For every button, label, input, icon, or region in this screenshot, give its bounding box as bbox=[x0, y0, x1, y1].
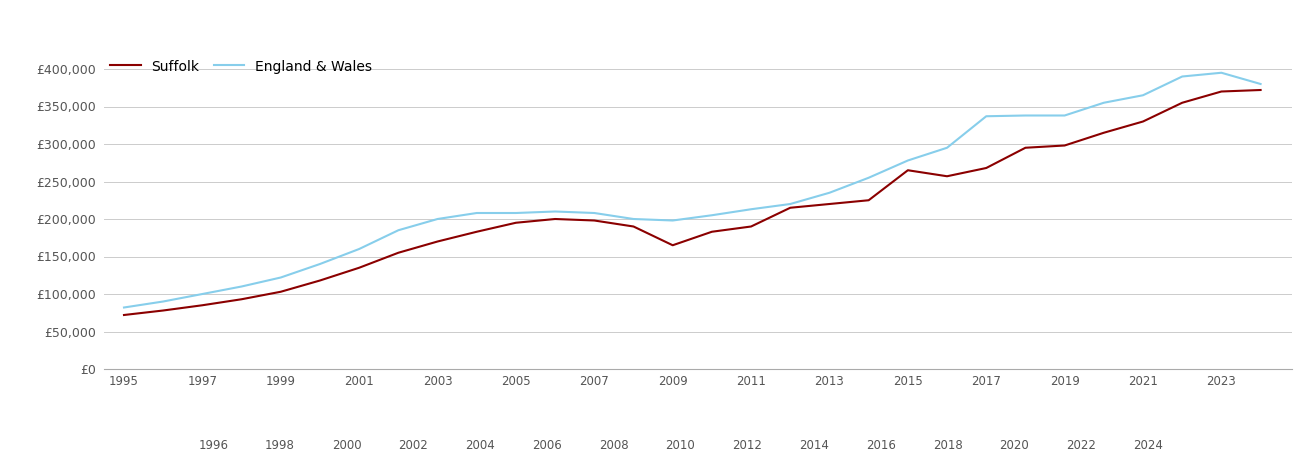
Text: 2010: 2010 bbox=[666, 439, 696, 450]
Suffolk bbox=[194, 302, 210, 308]
England & Wales bbox=[940, 145, 955, 150]
Text: 2006: 2006 bbox=[532, 439, 562, 450]
Suffolk bbox=[900, 167, 916, 173]
England & Wales bbox=[234, 284, 249, 289]
Text: 2008: 2008 bbox=[599, 439, 629, 450]
England & Wales bbox=[390, 228, 406, 233]
England & Wales bbox=[429, 216, 445, 222]
Text: 2022: 2022 bbox=[1066, 439, 1096, 450]
Text: 2014: 2014 bbox=[799, 439, 829, 450]
Text: 2002: 2002 bbox=[398, 439, 428, 450]
England & Wales bbox=[273, 275, 288, 280]
Suffolk bbox=[861, 198, 877, 203]
Suffolk bbox=[940, 174, 955, 179]
Line: Suffolk: Suffolk bbox=[124, 90, 1261, 315]
Text: 1998: 1998 bbox=[265, 439, 295, 450]
England & Wales bbox=[116, 305, 132, 310]
England & Wales bbox=[351, 246, 367, 252]
Suffolk bbox=[1253, 87, 1268, 93]
Text: 2020: 2020 bbox=[1000, 439, 1030, 450]
Suffolk bbox=[390, 250, 406, 256]
England & Wales bbox=[586, 210, 602, 216]
Suffolk bbox=[547, 216, 562, 222]
Suffolk bbox=[625, 224, 641, 229]
England & Wales bbox=[312, 261, 328, 267]
Suffolk bbox=[273, 289, 288, 294]
England & Wales bbox=[194, 291, 210, 297]
England & Wales bbox=[625, 216, 641, 222]
Suffolk bbox=[1214, 89, 1229, 94]
Text: 2018: 2018 bbox=[933, 439, 962, 450]
Suffolk bbox=[705, 229, 720, 234]
Legend: Suffolk, England & Wales: Suffolk, England & Wales bbox=[104, 54, 377, 79]
Suffolk bbox=[468, 229, 484, 234]
England & Wales bbox=[1253, 81, 1268, 87]
England & Wales bbox=[979, 113, 994, 119]
Suffolk bbox=[586, 218, 602, 223]
England & Wales bbox=[1174, 74, 1190, 79]
Suffolk bbox=[351, 265, 367, 270]
Suffolk bbox=[1018, 145, 1034, 150]
England & Wales bbox=[1214, 70, 1229, 76]
Suffolk bbox=[312, 278, 328, 283]
England & Wales bbox=[1057, 113, 1073, 118]
Suffolk bbox=[155, 308, 171, 313]
England & Wales bbox=[508, 210, 523, 216]
Suffolk bbox=[979, 165, 994, 171]
Suffolk bbox=[116, 312, 132, 318]
Suffolk bbox=[822, 201, 838, 207]
Suffolk bbox=[1057, 143, 1073, 148]
England & Wales bbox=[1096, 100, 1112, 105]
England & Wales bbox=[664, 218, 680, 223]
Text: 2000: 2000 bbox=[331, 439, 361, 450]
Suffolk bbox=[429, 239, 445, 244]
England & Wales bbox=[155, 299, 171, 304]
Suffolk bbox=[234, 297, 249, 302]
Suffolk bbox=[1135, 119, 1151, 124]
England & Wales bbox=[783, 201, 799, 207]
England & Wales bbox=[1018, 113, 1034, 118]
Line: England & Wales: England & Wales bbox=[124, 73, 1261, 307]
Suffolk bbox=[508, 220, 523, 225]
Suffolk bbox=[744, 224, 760, 229]
Text: 2004: 2004 bbox=[466, 439, 495, 450]
Suffolk bbox=[783, 205, 799, 211]
England & Wales bbox=[705, 212, 720, 218]
Text: 2024: 2024 bbox=[1133, 439, 1163, 450]
Text: 2016: 2016 bbox=[865, 439, 895, 450]
England & Wales bbox=[900, 158, 916, 163]
Text: 1996: 1996 bbox=[198, 439, 228, 450]
England & Wales bbox=[547, 209, 562, 214]
England & Wales bbox=[744, 207, 760, 212]
England & Wales bbox=[822, 190, 838, 195]
England & Wales bbox=[1135, 93, 1151, 98]
Suffolk bbox=[664, 243, 680, 248]
Text: 2012: 2012 bbox=[732, 439, 762, 450]
England & Wales bbox=[861, 175, 877, 180]
Suffolk bbox=[1174, 100, 1190, 105]
Suffolk bbox=[1096, 130, 1112, 135]
England & Wales bbox=[468, 210, 484, 216]
